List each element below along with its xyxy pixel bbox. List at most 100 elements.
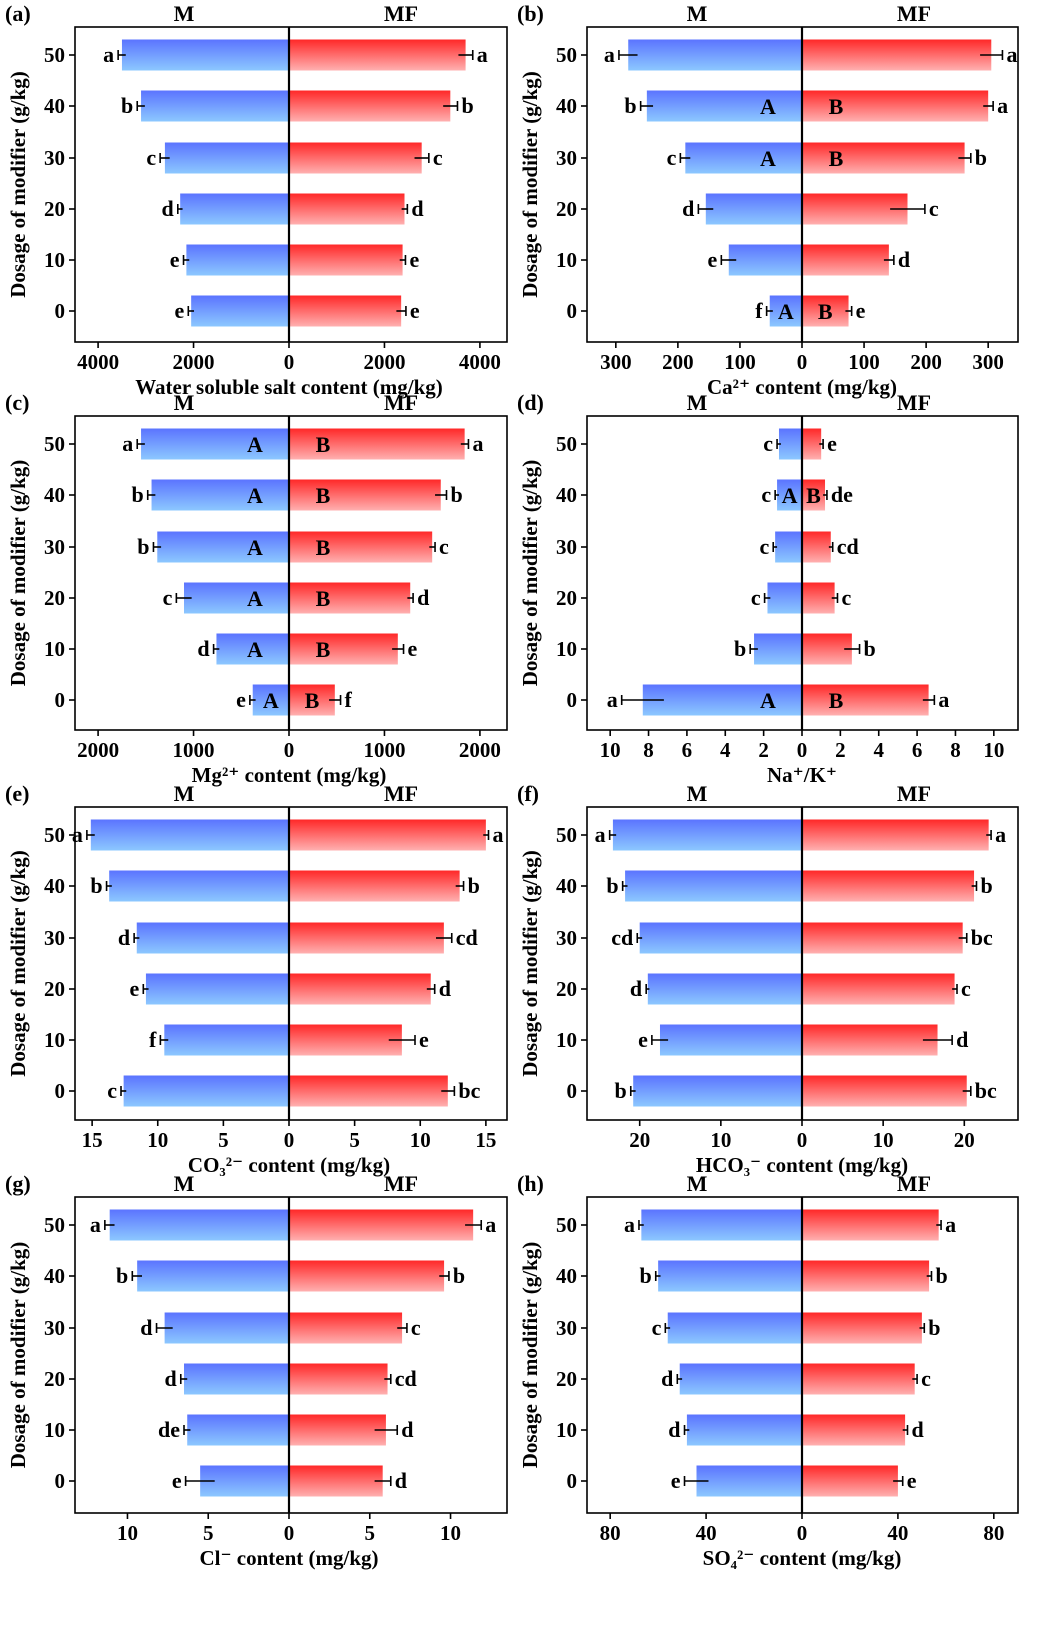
bar-MF-20: [802, 193, 908, 225]
bar-M-10: [164, 1024, 289, 1056]
bar-M-20: [184, 582, 289, 614]
plot-frame: [74, 1196, 508, 1514]
y-tick-label: 10: [556, 1028, 577, 1052]
group-label: B: [305, 688, 320, 713]
significance-label: d: [140, 1315, 152, 1340]
bar-M-10: [216, 633, 289, 665]
x-tick-label: 6: [682, 738, 693, 762]
bar-M-40: [151, 479, 289, 511]
x-tick-label: 4000: [459, 350, 501, 374]
x-tick-label: 8: [643, 738, 654, 762]
x-tick-label: 5: [365, 1521, 376, 1545]
bar-MF-30: [289, 531, 433, 563]
significance-label: e: [236, 687, 246, 712]
y-tick-label: 40: [44, 483, 65, 507]
significance-label: cd: [456, 925, 478, 950]
significance-label: c: [921, 1366, 931, 1391]
significance-label: c: [761, 482, 771, 507]
y-tick-label: 30: [556, 1316, 577, 1340]
bar-M-0: [633, 1075, 802, 1107]
bar-M-50: [90, 819, 289, 851]
y-tick-label: 20: [556, 586, 577, 610]
y-tick-label: 30: [44, 146, 65, 170]
bar-MF-20: [802, 582, 835, 614]
significance-label: d: [668, 1417, 680, 1442]
y-axis-label: Dosage of modifier (g/kg): [6, 71, 30, 298]
bar-MF-20: [289, 1363, 388, 1395]
bar-M-50: [612, 819, 802, 851]
left-title: M: [174, 781, 195, 806]
y-tick-label: 50: [44, 1213, 65, 1237]
significance-label: d: [898, 247, 910, 272]
group-label: A: [760, 146, 776, 171]
group-label: B: [829, 688, 844, 713]
bar-MF-50: [802, 428, 822, 460]
bar-M-30: [775, 531, 802, 563]
bar-M-30: [164, 1312, 289, 1344]
x-tick-label: 0: [797, 1521, 808, 1545]
significance-label: e: [827, 431, 837, 456]
bar-MF-10: [802, 633, 852, 665]
y-tick-label: 40: [44, 1264, 65, 1288]
bar-MF-30: [289, 142, 422, 174]
group-label: A: [782, 483, 798, 508]
significance-label: d: [682, 196, 694, 221]
chart-panel-h: (h) M MF e d d c b a e d c b b a 0 10 20 30 40 50 0 40 40 80 80 SO…: [517, 1171, 1019, 1570]
significance-label: d: [118, 925, 130, 950]
y-axis-label: Dosage of modifier (g/kg): [518, 850, 542, 1077]
x-tick-label: 10: [410, 1128, 431, 1152]
bar-MF-50: [802, 1209, 939, 1241]
y-axis-label: Dosage of modifier (g/kg): [6, 1242, 30, 1469]
significance-label: d: [395, 1468, 407, 1493]
group-label: A: [247, 535, 263, 560]
bar-M-40: [658, 1260, 802, 1292]
y-tick-label: 50: [556, 43, 577, 67]
significance-label: a: [945, 1212, 956, 1237]
bar-M-50: [641, 1209, 802, 1241]
x-axis-label: Water soluble salt content (mg/kg): [135, 375, 443, 399]
y-tick-label: 0: [55, 1469, 66, 1493]
bar-MF-30: [289, 1312, 403, 1344]
left-title: M: [174, 390, 195, 415]
significance-label: a: [72, 822, 83, 847]
group-label: B: [806, 483, 821, 508]
bar-MF-40: [802, 1260, 930, 1292]
significance-label: b: [131, 482, 143, 507]
bar-M-20: [705, 193, 802, 225]
bar-MF-50: [289, 39, 466, 71]
panel-label: (h): [517, 1171, 544, 1196]
significance-label: a: [477, 42, 488, 67]
bar-MF-10: [289, 633, 398, 665]
x-tick-label: 80: [983, 1521, 1004, 1545]
right-title: MF: [384, 1, 418, 26]
significance-label: e: [638, 1027, 648, 1052]
bar-M-40: [777, 479, 802, 511]
bar-M-40: [141, 90, 289, 122]
panel-label: (d): [517, 390, 544, 415]
bar-M-30: [685, 142, 802, 174]
significance-label: b: [928, 1315, 940, 1340]
x-tick-label: 0: [284, 1128, 295, 1152]
bar-M-0: [769, 295, 802, 327]
y-tick-label: 0: [55, 1079, 66, 1103]
significance-label: a: [493, 822, 504, 847]
significance-label: c: [841, 585, 851, 610]
bar-M-0: [642, 684, 802, 716]
x-tick-label: 100: [848, 350, 880, 374]
x-tick-label: 15: [82, 1128, 103, 1152]
significance-label: b: [935, 1263, 947, 1288]
significance-label: a: [1006, 42, 1017, 67]
bar-M-20: [180, 193, 289, 225]
x-tick-label: 4000: [77, 350, 119, 374]
bar-M-30: [157, 531, 289, 563]
panel-label: (f): [517, 781, 539, 806]
significance-label: b: [137, 534, 149, 559]
y-axis-label: Dosage of modifier (g/kg): [518, 1242, 542, 1469]
bar-M-10: [728, 244, 802, 276]
x-axis-label: SO₄²⁻ content (mg/kg): [703, 1546, 902, 1570]
bar-M-40: [109, 870, 289, 902]
x-tick-label: 0: [284, 350, 295, 374]
y-tick-label: 40: [44, 94, 65, 118]
x-tick-label: 2: [835, 738, 846, 762]
